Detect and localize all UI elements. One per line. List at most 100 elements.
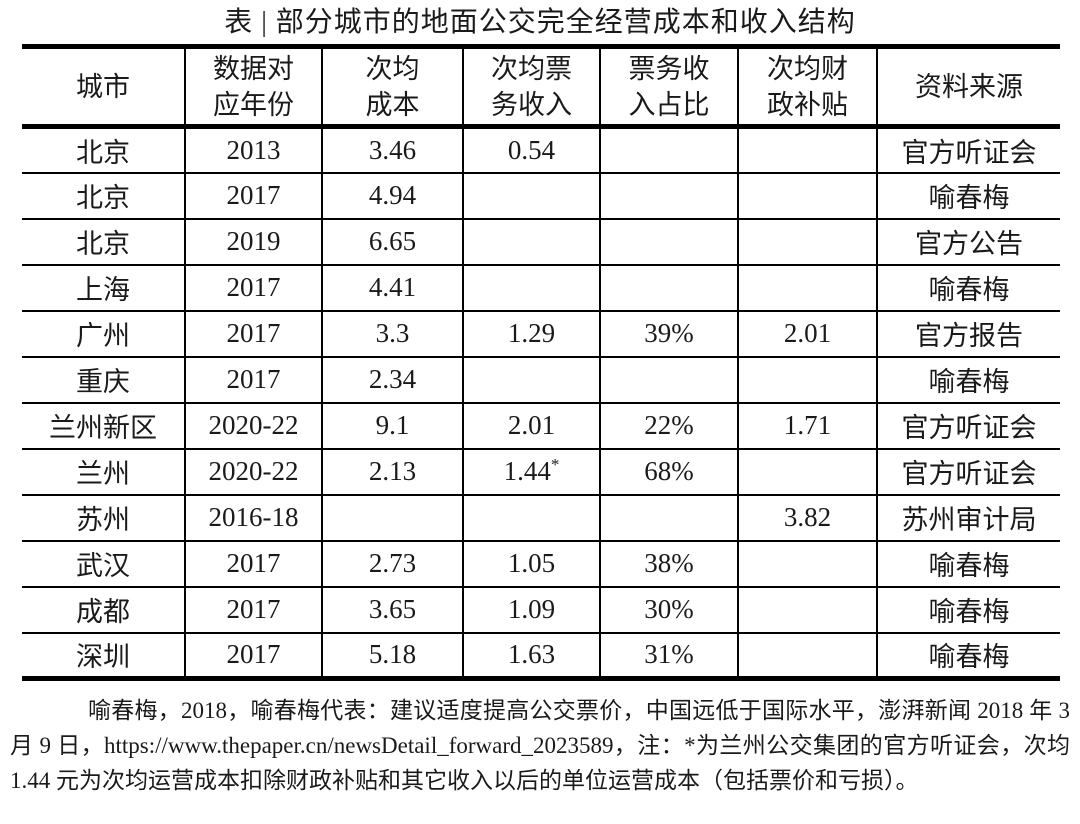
table-cell: 68%: [600, 448, 739, 495]
table-cell: 5.18: [322, 632, 464, 679]
table-cell: 4.41: [322, 264, 464, 311]
table-cell: 1.05: [463, 540, 601, 587]
table-cell: 3.3: [322, 310, 464, 357]
column-header: 票务收 入占比: [600, 46, 739, 127]
table-cell: 2.01: [463, 402, 601, 449]
table-cell: 2017: [185, 310, 323, 357]
table-cell: [738, 540, 878, 587]
table-cell: 2.01: [738, 310, 878, 357]
table-cell: 3.65: [322, 586, 464, 633]
column-header: 数据对 应年份: [185, 46, 323, 127]
table-cell: 官方公告: [915, 229, 1023, 259]
column-header: 城市: [22, 46, 186, 127]
table-cell: 2017: [185, 632, 323, 679]
table-cell: 9.1: [322, 402, 464, 449]
table-cell: 1.63: [463, 632, 601, 679]
table-cell: 喻春梅: [928, 275, 1010, 305]
table-row: 北京 2017 4.94 喻春梅: [22, 172, 1060, 219]
table-cell: [600, 126, 739, 173]
table-cell: 3.82: [738, 494, 878, 541]
table-cell: 喻春梅: [928, 183, 1010, 213]
table-cell: [738, 632, 878, 679]
table-row: 兰州 2020-22 2.13 1.44* 68% 官方听证会: [22, 448, 1060, 495]
table-cell: 官方报告: [915, 321, 1023, 351]
table-cell: [463, 494, 601, 541]
table-cell: 2017: [185, 264, 323, 311]
table-cell: 深圳: [22, 632, 186, 679]
table-cell: 4.94: [322, 172, 464, 219]
table-cell: [738, 448, 878, 495]
table-cell: [600, 218, 739, 265]
table-cell: 喻春梅: [928, 551, 1010, 581]
table-cell: 2.73: [322, 540, 464, 587]
table-cell: [600, 264, 739, 311]
table-cell: 2017: [185, 172, 323, 219]
source-note: 喻春梅，2018，喻春梅代表：建议适度提高公交票价，中国远低于国际水平，澎湃新闻…: [10, 698, 1070, 793]
table-cell: 官方听证会: [901, 413, 1037, 443]
table-cell: 北京: [22, 172, 186, 219]
bus-cost-revenue-table: 城市 数据对 应年份 次均 成本 次均票 务收入 票务收 入占比 次均财 政补贴 资料来源 …: [22, 44, 1060, 681]
table-body: 北京 2013 3.46 0.54 官方听证会 北京 2017 4.94 喻春梅 北京 2019 6.…: [22, 126, 1060, 679]
table-cell: 38%: [600, 540, 739, 587]
table-row: 北京 2019 6.65 官方公告: [22, 218, 1060, 265]
table-row: 重庆 2017 2.34 喻春梅: [22, 356, 1060, 403]
column-header: 次均票 务收入: [463, 46, 601, 127]
table-cell: 2017: [185, 540, 323, 587]
table-cell: 2019: [185, 218, 323, 265]
table-cell: 北京: [22, 218, 186, 265]
table-row: 北京 2013 3.46 0.54 官方听证会: [22, 126, 1060, 173]
table-cell: 北京: [22, 126, 186, 173]
table-cell: 1.29: [463, 310, 601, 357]
table-cell: 30%: [600, 586, 739, 633]
table-cell: 重庆: [22, 356, 186, 403]
table-row: 深圳 2017 5.18 1.63 31% 喻春梅: [22, 632, 1060, 679]
table-cell: 成都: [22, 586, 186, 633]
table-cell: 苏州: [22, 494, 186, 541]
table-cell: 苏州审计局: [901, 505, 1037, 535]
table-cell: [463, 172, 601, 219]
table-cell: [738, 586, 878, 633]
table-cell: 喻春梅: [928, 642, 1010, 673]
table-cell: 上海: [22, 264, 186, 311]
table-cell: 1.09: [463, 586, 601, 633]
table-cell: 喻春梅: [928, 597, 1010, 627]
table-cell: 广州: [22, 310, 186, 357]
table-cell: [463, 264, 601, 311]
table-cell: 31%: [600, 632, 739, 679]
table-cell: [600, 172, 739, 219]
header-row: 城市 数据对 应年份 次均 成本 次均票 务收入 票务收 入占比 次均财 政补贴 资料来源: [22, 46, 1060, 127]
table-cell: 6.65: [322, 218, 464, 265]
table-cell: 2017: [185, 586, 323, 633]
table-cell: [322, 494, 464, 541]
table-cell: [738, 356, 878, 403]
column-header: 次均 成本: [322, 46, 464, 127]
footnote-marker: *: [550, 455, 560, 474]
table-row: 广州 2017 3.3 1.29 39% 2.01 官方报告: [22, 310, 1060, 357]
table-title: 表 | 部分城市的地面公交完全经营成本和收入结构: [224, 7, 856, 38]
table-cell: 兰州: [22, 448, 186, 495]
table-cell: 官方听证会: [901, 137, 1037, 168]
table-cell: 2020-22: [185, 448, 323, 495]
column-header: 资料来源: [915, 71, 1023, 102]
table-cell: 22%: [600, 402, 739, 449]
table-cell: [738, 126, 878, 173]
table-cell: 2017: [185, 356, 323, 403]
table-cell: 2020-22: [185, 402, 323, 449]
table-cell: 2.34: [322, 356, 464, 403]
table-row: 武汉 2017 2.73 1.05 38% 喻春梅: [22, 540, 1060, 587]
table-cell: 39%: [600, 310, 739, 357]
table-row: 成都 2017 3.65 1.09 30% 喻春梅: [22, 586, 1060, 633]
table-cell: [600, 356, 739, 403]
table-cell: 1.44*: [463, 448, 601, 495]
table-cell: [463, 218, 601, 265]
table-cell: [738, 218, 878, 265]
table-cell: [463, 356, 601, 403]
table-cell: [738, 172, 878, 219]
table-cell: 喻春梅: [928, 367, 1010, 397]
table-cell: 官方听证会: [901, 459, 1037, 489]
table-cell: 1.71: [738, 402, 878, 449]
table-row: 兰州新区 2020-22 9.1 2.01 22% 1.71 官方听证会: [22, 402, 1060, 449]
table-cell: [738, 264, 878, 311]
table-cell: 2.13: [322, 448, 464, 495]
